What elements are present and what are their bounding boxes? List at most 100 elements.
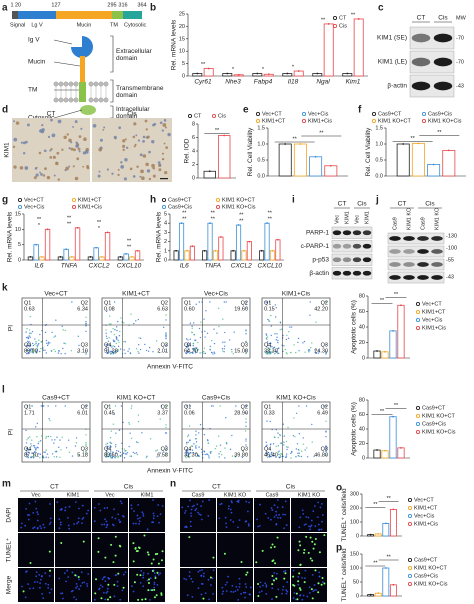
dapi-dot	[277, 499, 279, 501]
nucleus	[63, 135, 67, 140]
event-dot	[110, 442, 113, 445]
significance: **	[268, 211, 273, 217]
event-dot	[165, 449, 167, 452]
tunel-dot	[117, 572, 120, 575]
dapi-dot	[194, 509, 197, 512]
quadrant-name: Q4	[264, 342, 271, 348]
event-dot	[220, 454, 223, 456]
dapi-dot	[56, 501, 59, 504]
event-dot	[54, 439, 56, 441]
event-dot	[111, 456, 114, 458]
bar-dot	[186, 249, 188, 252]
blot-band	[433, 81, 453, 91]
event-dot	[314, 349, 316, 351]
quadrant-name: Q4	[104, 446, 111, 452]
tunel-dot	[151, 589, 154, 592]
bar-dot	[237, 73, 240, 76]
event-dot	[120, 405, 123, 407]
event-dot	[145, 456, 148, 459]
dapi-dot	[27, 518, 30, 521]
dapi-dot	[122, 573, 125, 576]
event-dot	[310, 346, 312, 349]
dapi-dot	[250, 586, 252, 589]
legend-marker	[255, 118, 261, 124]
dapi-dot	[142, 585, 145, 588]
dapi-dot	[234, 590, 237, 593]
dapi-dot	[226, 581, 228, 584]
event-dot	[209, 452, 212, 454]
bar	[33, 244, 39, 261]
event-dot	[123, 349, 125, 351]
event-dot	[203, 352, 205, 354]
event-dot	[152, 351, 154, 353]
event-dot	[187, 455, 189, 458]
dapi-dot	[49, 521, 52, 524]
event-dot	[40, 347, 42, 350]
event-dot	[191, 449, 194, 451]
event-dot	[122, 452, 125, 455]
legend-marker	[407, 557, 413, 563]
event-dot	[194, 350, 196, 353]
y-axis-label: TUNEL⁺ cells/field	[341, 548, 348, 602]
dapi-dot	[222, 590, 225, 593]
event-dot	[192, 322, 195, 324]
quadrant-name: Q1	[24, 300, 31, 306]
event-dot	[198, 301, 201, 303]
event-dot	[162, 326, 165, 329]
legend-marker	[371, 118, 377, 124]
segment-label: Lg V	[31, 22, 43, 28]
event-dot	[45, 342, 48, 344]
dapi-dot	[295, 598, 297, 601]
nucleus	[75, 144, 79, 148]
event-dot	[122, 421, 124, 424]
event-dot	[285, 455, 288, 457]
event-dot	[64, 343, 67, 345]
domain-segment	[12, 11, 18, 19]
nucleus	[135, 134, 138, 137]
significance: **	[239, 212, 244, 218]
event-dot	[277, 339, 279, 342]
dapi-dot	[48, 523, 51, 526]
event-dot	[213, 342, 216, 345]
bar-dot	[59, 256, 62, 258]
dapi-dot	[139, 581, 142, 584]
blot-band	[362, 257, 372, 263]
y-tick-label: 4	[164, 221, 167, 227]
dapi-dot	[286, 581, 289, 583]
tunel-dot	[209, 576, 212, 579]
nucleus	[68, 138, 72, 143]
bar	[212, 250, 219, 261]
event-dot	[303, 340, 306, 343]
dapi-dot	[276, 506, 279, 509]
event-dot	[38, 350, 41, 353]
dapi-dot	[302, 512, 305, 515]
event-dot	[106, 455, 108, 458]
dapi-dot	[238, 582, 241, 585]
dapi-dot	[34, 500, 37, 503]
quadrant-name: Q3	[161, 342, 168, 348]
nucleus	[106, 168, 110, 171]
event-dot	[208, 455, 210, 457]
dapi-dot	[139, 517, 141, 519]
bar	[207, 222, 213, 261]
quadrant-value: 46.40	[264, 452, 278, 458]
tunel-dot	[77, 576, 80, 579]
y-tick-label: 5	[182, 61, 185, 67]
nucleus	[141, 176, 145, 181]
dapi-dot	[283, 527, 285, 530]
event-dot	[219, 405, 221, 407]
dapi-dot	[44, 582, 47, 585]
event-dot	[120, 317, 122, 319]
dapi-dot	[28, 587, 31, 590]
event-dot	[26, 327, 28, 330]
significance: **	[239, 218, 244, 224]
nucleus	[134, 143, 137, 146]
bar	[173, 250, 179, 261]
quadrant-name: Q2	[161, 300, 168, 306]
bar-dot	[237, 224, 240, 226]
legend-label: Vec+Cis	[24, 204, 45, 210]
nucleus	[41, 123, 44, 127]
event-dot	[31, 452, 33, 454]
tunel-dot	[311, 559, 314, 562]
event-dot	[34, 446, 36, 449]
